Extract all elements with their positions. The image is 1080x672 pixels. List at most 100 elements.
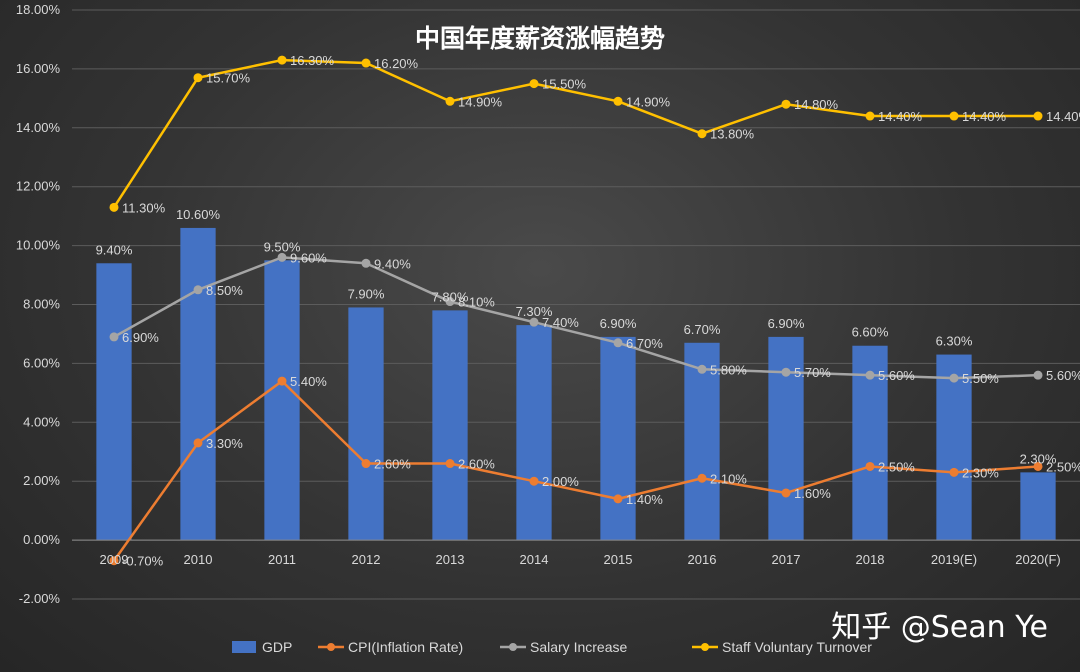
chart-title: 中国年度薪资涨幅趋势 — [415, 24, 665, 53]
cpi-inflation-rate-point — [445, 459, 455, 469]
cpi-inflation-rate-point — [949, 467, 959, 477]
staff-voluntary-turnover-point — [1033, 111, 1043, 121]
gdp-data-label: 7.30% — [516, 304, 553, 319]
series-lines — [109, 55, 1043, 566]
staff-voluntary-turnover-data-label: 16.20% — [374, 56, 419, 71]
legend-label: Salary Increase — [530, 639, 627, 655]
gdp-data-label: 6.90% — [768, 316, 805, 331]
x-tick-label: 2010 — [184, 552, 213, 567]
salary-increase-data-label: 5.50% — [962, 371, 999, 386]
gdp-data-label: 6.70% — [684, 322, 721, 337]
salary-increase-data-label: 5.60% — [1046, 368, 1080, 383]
staff-voluntary-turnover-point — [697, 129, 707, 139]
gdp-data-label: 6.30% — [936, 334, 973, 349]
cpi-inflation-rate-data-label: 2.50% — [878, 459, 915, 474]
salary-increase-data-label: 8.10% — [458, 295, 495, 310]
salary-increase-point — [1033, 370, 1043, 380]
salary-increase-data-label: 7.40% — [542, 315, 579, 330]
watermark: 知乎 @Sean Ye — [831, 610, 1048, 645]
legend-label: GDP — [262, 639, 292, 655]
cpi-inflation-rate-data-label: 2.00% — [542, 474, 579, 489]
x-tick-label: 2014 — [520, 552, 549, 567]
gdp-bar — [516, 325, 552, 541]
salary-increase-data-label: 6.70% — [626, 336, 663, 351]
cpi-inflation-rate-data-label: 1.40% — [626, 492, 663, 507]
staff-voluntary-turnover-data-label: 14.80% — [794, 97, 839, 112]
salary-increase-point — [193, 285, 203, 295]
staff-voluntary-turnover-point — [949, 111, 959, 121]
legend-swatch-marker — [327, 643, 335, 651]
salary-increase-point — [697, 364, 707, 374]
staff-voluntary-turnover-point — [613, 96, 623, 106]
gdp-data-label: 7.90% — [348, 286, 385, 301]
salary-increase-point — [865, 370, 875, 380]
gdp-bars — [96, 227, 1056, 541]
salary-increase-data-label: 5.80% — [710, 362, 747, 377]
cpi-inflation-rate-point — [697, 473, 707, 483]
y-tick-label: 4.00% — [23, 414, 60, 429]
legend-label: Staff Voluntary Turnover — [722, 639, 872, 655]
x-tick-label: 2018 — [856, 552, 885, 567]
cpi-inflation-rate-data-label: -0.70% — [122, 554, 164, 569]
staff-voluntary-turnover-point — [277, 55, 287, 65]
y-tick-label: 14.00% — [16, 120, 61, 135]
gdp-bar — [348, 307, 384, 541]
gdp-bar — [264, 260, 300, 541]
salary-increase-point — [613, 338, 623, 348]
gdp-bar — [432, 310, 468, 541]
x-axis-ticks: 2009 2010 2011 2012 2013 2014 2015 2016 2017 2018… — [100, 552, 1061, 567]
staff-voluntary-turnover-data-label: 14.40% — [1046, 109, 1080, 124]
gdp-bar — [180, 227, 216, 541]
gdp-bar — [1020, 472, 1056, 541]
x-tick-label: 2012 — [352, 552, 381, 567]
x-tick-label: 2017 — [772, 552, 801, 567]
staff-voluntary-turnover-point — [529, 79, 539, 89]
legend-swatch-marker — [701, 643, 709, 651]
staff-voluntary-turnover-point — [193, 73, 203, 83]
cpi-inflation-rate-point — [361, 459, 371, 469]
cpi-inflation-rate-point — [109, 556, 119, 566]
staff-voluntary-turnover-data-label: 14.40% — [962, 109, 1007, 124]
gdp-data-label: 6.60% — [852, 325, 889, 340]
staff-voluntary-turnover-data-label: 15.70% — [206, 71, 251, 86]
y-tick-label: 16.00% — [16, 61, 61, 76]
salary-increase-data-label: 5.70% — [794, 365, 831, 380]
legend-swatch-gdp — [232, 641, 256, 653]
staff-voluntary-turnover-point — [781, 99, 791, 109]
y-tick-label: 8.00% — [23, 297, 60, 312]
staff-voluntary-turnover-data-label: 14.40% — [878, 109, 923, 124]
salary-increase-data-label: 9.60% — [290, 250, 327, 265]
gdp-data-label: 7.80% — [432, 289, 469, 304]
gridlines — [72, 9, 1080, 600]
cpi-inflation-rate-point — [1033, 461, 1043, 471]
staff-voluntary-turnover-point — [361, 58, 371, 68]
cpi-inflation-rate-point — [613, 494, 623, 504]
staff-voluntary-turnover-data-label: 11.30% — [122, 200, 166, 215]
gdp-bar — [96, 263, 132, 541]
cpi-inflation-rate-point — [781, 488, 791, 498]
legend-swatch-marker — [509, 643, 517, 651]
y-tick-label: 10.00% — [16, 238, 61, 253]
x-tick-label: 2016 — [688, 552, 717, 567]
gdp-data-label: 10.60% — [176, 207, 221, 222]
staff-voluntary-turnover-data-label: 16.30% — [290, 53, 335, 68]
gdp-bar — [684, 342, 720, 541]
cpi-inflation-rate-data-label: 1.60% — [794, 486, 831, 501]
salary-increase-point — [781, 367, 791, 377]
cpi-inflation-rate-data-label: 2.60% — [374, 457, 411, 472]
salary-increase-point — [109, 332, 119, 342]
staff-voluntary-turnover-point — [865, 111, 875, 121]
staff-voluntary-turnover-data-label: 15.50% — [542, 77, 587, 92]
y-tick-label: 0.00% — [23, 532, 60, 547]
y-tick-label: 2.00% — [23, 473, 60, 488]
salary-increase-point — [445, 297, 455, 307]
salary-increase-line — [113, 256, 1039, 380]
x-tick-label: 2009 — [100, 552, 129, 567]
cpi-inflation-rate-point — [193, 438, 203, 448]
cpi-inflation-rate-data-label: 2.50% — [1046, 459, 1080, 474]
gdp-bar — [936, 354, 972, 541]
cpi-inflation-rate-data-label: 2.30% — [962, 465, 999, 480]
cpi-inflation-rate-data-label: 2.60% — [458, 457, 495, 472]
y-axis-ticks: -2.00% 0.00% 2.00% 4.00% 6.00% 8.00% 10.00% 12.… — [16, 2, 61, 606]
